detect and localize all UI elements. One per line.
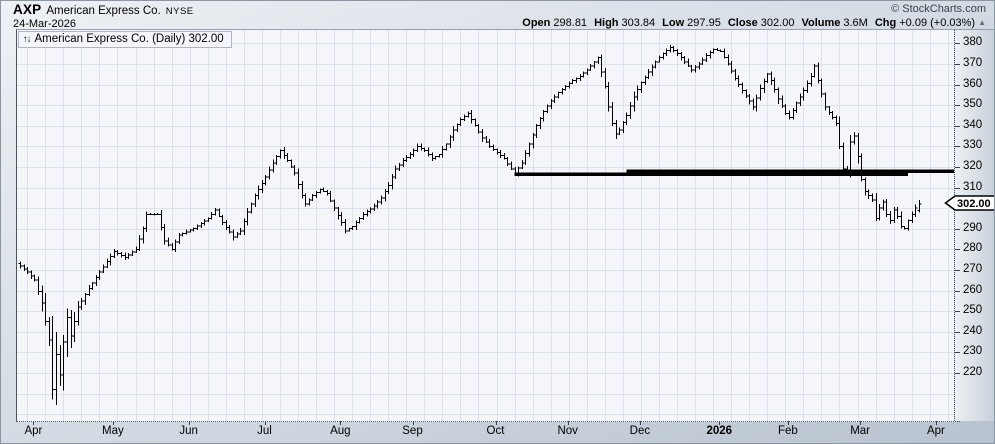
copyright-credit: © StockCharts.com: [891, 3, 986, 15]
quote-label: Chg: [874, 17, 897, 29]
x-axis-label: Dec: [630, 421, 660, 437]
x-axis-label: 2026: [707, 421, 745, 437]
quote-value: 3.6M: [843, 17, 868, 29]
quote-value: 302.00: [760, 17, 795, 29]
x-axis-tick: [264, 421, 266, 425]
up-down-arrows-icon: ↑↓: [23, 34, 31, 45]
quote-value: +0.09 (+0.03%): [899, 17, 976, 29]
last-price-callout-text: 302.00: [957, 198, 991, 210]
y-axis-tick: [955, 187, 960, 189]
x-axis-label: Nov: [557, 421, 588, 437]
y-axis-tick: [955, 352, 960, 354]
y-axis-tick: [955, 63, 960, 65]
x-axis-tick: [639, 421, 641, 425]
x-axis-label: Apr: [927, 421, 954, 437]
quote-value: 298.81: [553, 17, 588, 29]
y-axis-tick: [955, 228, 960, 230]
x-axis-label: Mar: [850, 421, 880, 437]
y-axis-tick: [955, 84, 960, 86]
chart-header: AXP American Express Co. NYSE 24-Mar-2026 …: [1, 1, 994, 30]
symbol-block: AXP American Express Co. NYSE 24-Mar-2026: [13, 3, 194, 30]
y-axis-tick: [955, 269, 960, 271]
ohlc-chart-canvas[interactable]: [17, 30, 955, 422]
x-axis-label: Feb: [778, 421, 808, 437]
x-axis-label: Apr: [24, 421, 51, 437]
quote-label: Close: [727, 17, 758, 29]
y-axis-tick: [955, 146, 960, 148]
x-axis-tick: [719, 421, 721, 425]
quote-value: 297.95: [687, 17, 721, 29]
y-axis-tick: [955, 43, 960, 45]
symbol-row: AXP American Express Co. NYSE: [13, 3, 194, 18]
x-axis-tick: [112, 421, 114, 425]
quote-value: 303.84: [621, 17, 656, 29]
x-axis-tick: [412, 421, 414, 425]
quote-label: Open: [522, 17, 551, 29]
company-name: American Express Co.: [46, 5, 161, 17]
chart-legend: ↑↓ American Express Co. (Daily) 302.00: [18, 31, 232, 48]
quote-summary: Open 298.81 High 303.84 Low 297.95 Close 302.00…: [522, 16, 986, 30]
y-axis-tick: [955, 311, 960, 313]
x-axis-tick: [33, 421, 35, 425]
y-axis-tick: [955, 290, 960, 292]
x-axis-tick: [188, 421, 190, 425]
chart-date: 24-Mar-2026: [13, 18, 76, 30]
quote-block: © StockCharts.com Open 298.81 High 303.84 Lo…: [522, 3, 986, 29]
last-price-callout: 302.00: [944, 195, 994, 211]
y-axis-tick: [955, 105, 960, 107]
x-axis-label: Jul: [257, 421, 280, 437]
y-axis-tick: [955, 331, 960, 333]
ticker-symbol: AXP: [13, 2, 42, 17]
up-triangle-icon: ▲: [978, 18, 986, 27]
chart-legend-label: American Express Co. (Daily) 302.00: [34, 33, 224, 45]
x-axis-label: Aug: [330, 421, 360, 437]
x-axis-tick: [340, 421, 342, 425]
exchange-name: NYSE: [165, 6, 194, 17]
x-axis-line: [16, 421, 960, 422]
y-axis: 3803703603503403303203103002902802702602…: [954, 29, 994, 421]
quote-label: Volume: [801, 17, 841, 29]
x-axis-label: May: [102, 421, 135, 437]
x-axis-tick: [860, 421, 862, 425]
y-axis-tick: [955, 125, 960, 127]
quote-label: Low: [662, 17, 685, 29]
y-axis-tick: [955, 249, 960, 251]
x-axis-tick: [495, 421, 497, 425]
x-axis-label: Oct: [487, 421, 514, 437]
quote-label: High: [594, 17, 619, 29]
x-axis-tick: [935, 421, 937, 425]
x-axis-label: Jun: [179, 421, 208, 437]
x-axis-tick: [567, 421, 569, 425]
x-axis-label: Sep: [402, 421, 433, 437]
y-axis-tick: [955, 166, 960, 168]
y-axis-tick: [955, 372, 960, 374]
x-axis: Apr May Jun Jul Aug Sep Oct Nov Dec 2026 Feb Mar Apr: [1, 421, 994, 443]
x-axis-tick: [787, 421, 789, 425]
price-plot[interactable]: ↑↓ American Express Co. (Daily) 302.00: [16, 29, 955, 422]
